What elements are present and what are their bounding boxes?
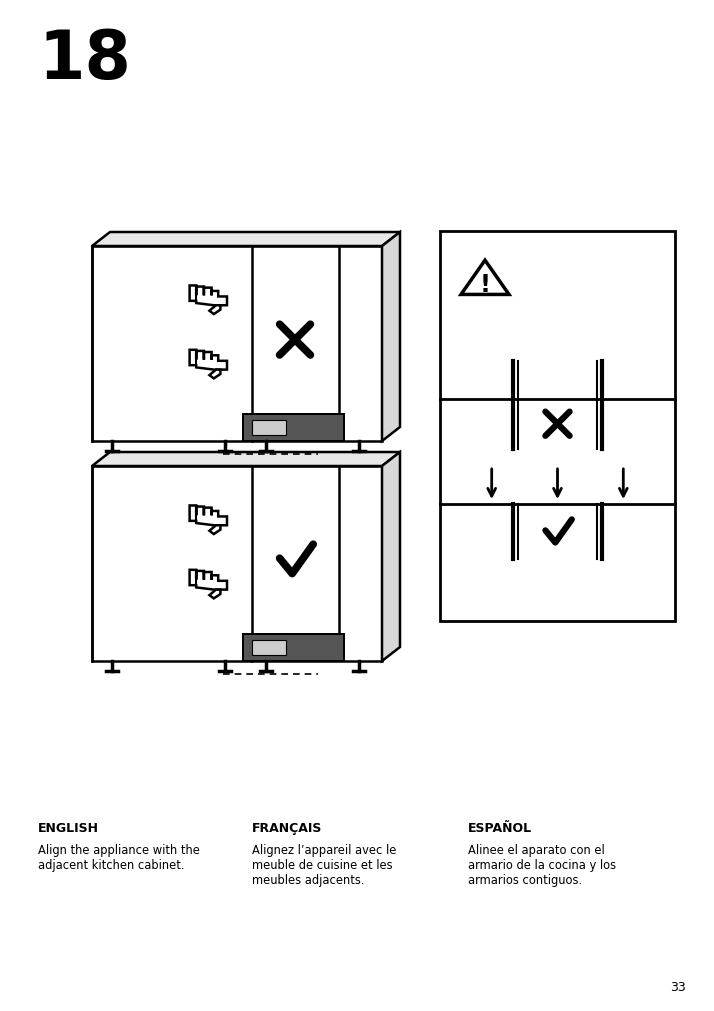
Text: 33: 33 — [670, 980, 686, 993]
Polygon shape — [382, 233, 400, 442]
Bar — [243, 634, 344, 661]
Polygon shape — [92, 453, 400, 466]
Polygon shape — [190, 506, 227, 526]
Text: Alignez l’appareil avec le: Alignez l’appareil avec le — [252, 843, 396, 856]
Text: armario de la cocina y los: armario de la cocina y los — [468, 858, 616, 871]
Bar — [518, 361, 597, 449]
Text: meuble de cuisine et les: meuble de cuisine et les — [252, 858, 393, 871]
Polygon shape — [190, 286, 227, 306]
Bar — [251, 640, 286, 655]
Text: 18: 18 — [38, 27, 131, 93]
Text: ENGLISH: ENGLISH — [38, 821, 99, 834]
Polygon shape — [209, 306, 221, 314]
Bar — [518, 504, 597, 559]
Text: meubles adjacents.: meubles adjacents. — [252, 874, 365, 886]
Polygon shape — [209, 590, 221, 599]
Text: ESPAÑOL: ESPAÑOL — [468, 821, 532, 834]
Bar — [251, 421, 286, 436]
Polygon shape — [92, 233, 400, 247]
Polygon shape — [190, 570, 227, 590]
Text: Alinee el aparato con el: Alinee el aparato con el — [468, 843, 605, 856]
Bar — [92, 466, 382, 661]
Text: Align the appliance with the: Align the appliance with the — [38, 843, 200, 856]
Polygon shape — [382, 453, 400, 661]
Bar — [440, 232, 675, 622]
Text: !: ! — [480, 273, 491, 296]
Bar — [92, 247, 382, 442]
Text: FRANÇAIS: FRANÇAIS — [252, 821, 323, 834]
Polygon shape — [190, 351, 227, 370]
Polygon shape — [209, 370, 221, 379]
Bar — [243, 415, 344, 442]
Text: adjacent kitchen cabinet.: adjacent kitchen cabinet. — [38, 858, 184, 871]
Polygon shape — [209, 526, 221, 535]
Text: armarios contiguos.: armarios contiguos. — [468, 874, 582, 886]
